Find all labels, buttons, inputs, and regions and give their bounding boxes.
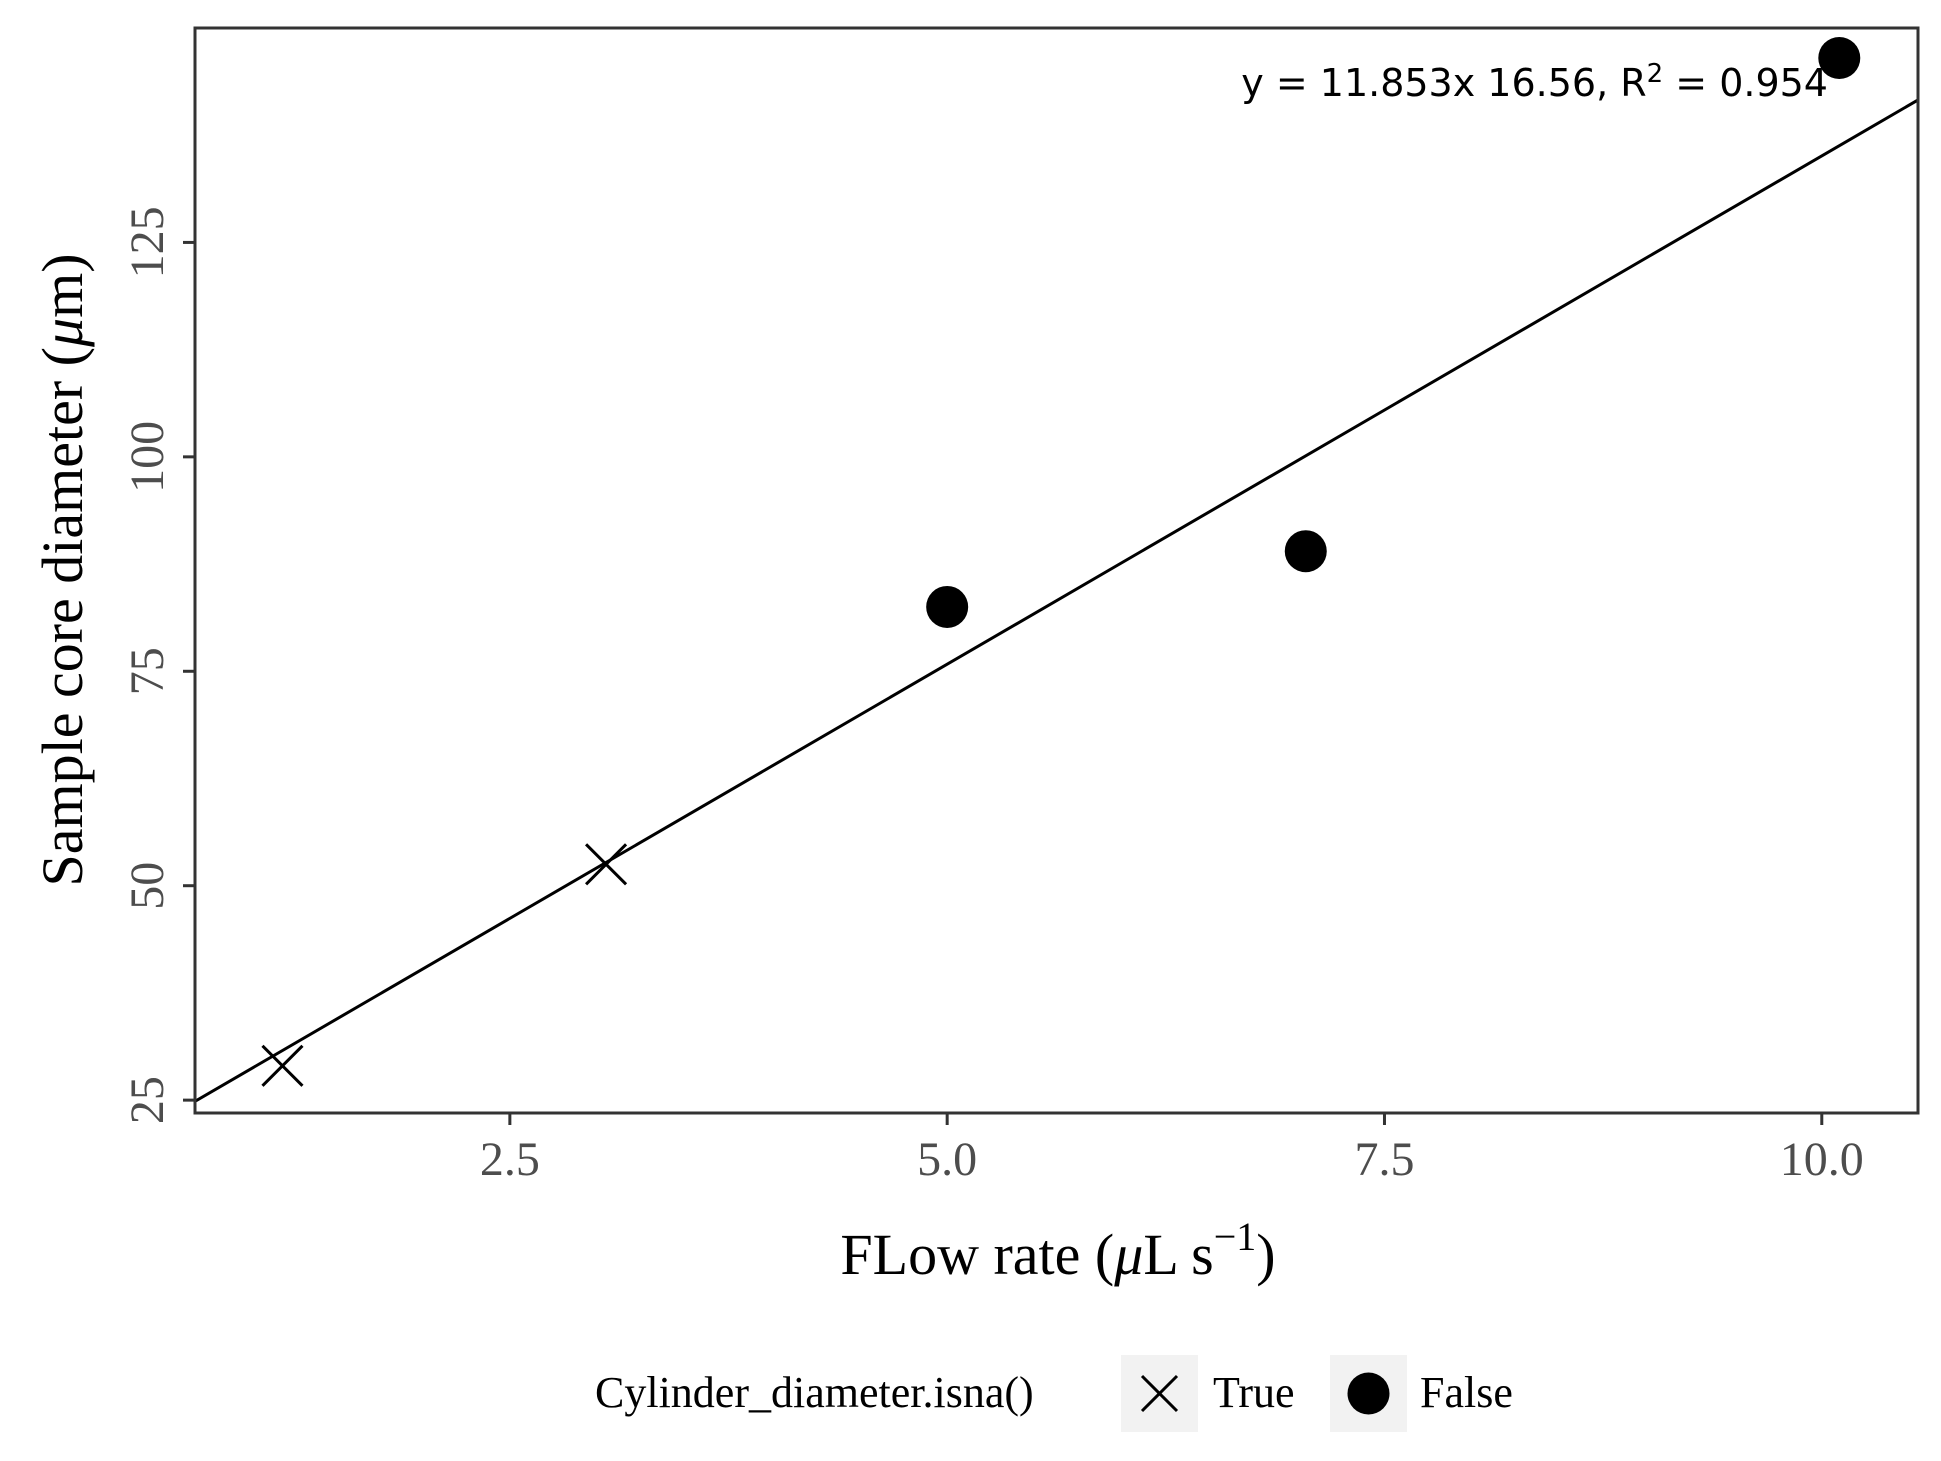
data-point-true-x-marker xyxy=(261,1044,304,1087)
x-axis: 2.5 5.0 7.5 10.0 xyxy=(480,1113,1864,1186)
y-tick-label: 75 xyxy=(121,647,174,695)
data-point-false-circle-marker xyxy=(1284,530,1327,573)
legend: Cylinder_diameter.isna() True False xyxy=(595,1355,1513,1432)
y-axis-title: Sample core diameter (μm) xyxy=(30,253,95,886)
x-tick-label: 2.5 xyxy=(480,1133,540,1186)
plot-frame xyxy=(193,26,1920,1115)
fit-equation-annotation: y = 11.853x 16.56, R2 = 0.954 xyxy=(1241,59,1828,105)
legend-label-false: False xyxy=(1420,1368,1513,1417)
x-axis-title: FLow rate (μL s−1) xyxy=(840,1214,1275,1287)
legend-title: Cylinder_diameter.isna() xyxy=(595,1368,1034,1417)
x-tick-label: 10.0 xyxy=(1780,1133,1864,1186)
y-tick-label: 100 xyxy=(121,421,174,493)
legend-label-true: True xyxy=(1213,1368,1295,1417)
y-axis: 25 50 75 100 125 xyxy=(121,206,195,1124)
data-point-false-circle-marker xyxy=(926,585,969,628)
y-tick-label: 50 xyxy=(121,862,174,910)
data-point-true-x-marker xyxy=(585,843,628,886)
x-tick-label: 5.0 xyxy=(917,1133,977,1186)
x-tick-label: 7.5 xyxy=(1354,1133,1414,1186)
legend-x-marker-icon xyxy=(1140,1374,1179,1413)
y-tick-label: 25 xyxy=(121,1076,174,1124)
data-point-false-circle-marker xyxy=(1818,37,1861,80)
legend-circle-marker-icon xyxy=(1347,1372,1390,1415)
y-tick-label: 125 xyxy=(121,206,174,278)
fit-line xyxy=(195,98,1918,1103)
